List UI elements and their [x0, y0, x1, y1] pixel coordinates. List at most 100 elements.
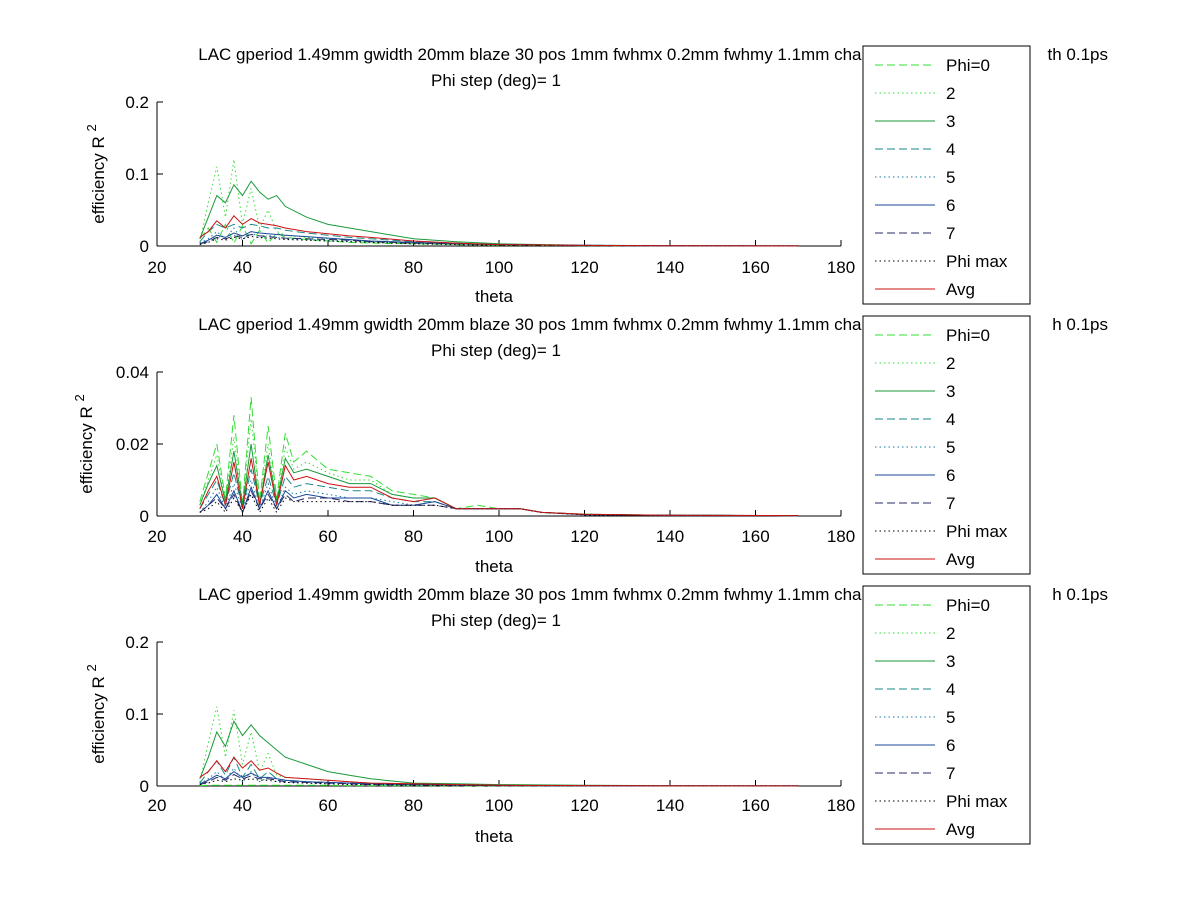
x-tick-label: 140 — [656, 527, 684, 546]
series-line-4 — [199, 223, 799, 247]
legend-entry: Phi=0 — [946, 326, 990, 345]
x-tick-label: 160 — [741, 258, 769, 277]
x-tick-label: 180 — [827, 258, 855, 277]
legend-entry: 2 — [946, 84, 955, 103]
legend-entry: 5 — [946, 708, 955, 727]
legend: Phi=0 2 3 4 5 6 7 Phi max Avg — [862, 585, 1031, 845]
series-line-9 — [199, 756, 799, 787]
chart-title: LAC gperiod 1.49mm gwidth 20mm blaze 30 … — [198, 315, 909, 334]
legend-entry: Avg — [946, 550, 975, 569]
series-line-9 — [199, 458, 799, 517]
legend-entry: 4 — [946, 680, 955, 699]
x-tick-label: 140 — [656, 796, 684, 815]
x-tick-label: 80 — [404, 258, 423, 277]
y-tick-label: 0.1 — [125, 705, 149, 724]
legend-entry: 2 — [946, 624, 955, 643]
legend-entry: 7 — [946, 764, 955, 783]
legend-entry: 5 — [946, 168, 955, 187]
legend-entry: Avg — [946, 820, 975, 839]
x-axis-label: theta — [475, 287, 513, 306]
series-line-1 — [199, 223, 799, 247]
legend-entry: 3 — [946, 382, 955, 401]
legend-box — [862, 45, 1031, 305]
x-tick-label: 100 — [485, 796, 513, 815]
x-tick-label: 180 — [827, 527, 855, 546]
legend-entry: Avg — [946, 280, 975, 299]
legend-box — [862, 585, 1031, 845]
subplot-1: LAC gperiod 1.49mm gwidth 20mm blaze 30 … — [84, 45, 1108, 306]
y-axis-label-superscript: 2 — [84, 664, 99, 671]
legend-entry: 4 — [946, 410, 955, 429]
chart-title-tail: th 0.1ps — [1048, 45, 1109, 64]
chart-title-tail: h 0.1ps — [1052, 315, 1108, 334]
series-line-7 — [199, 233, 799, 247]
legend-entry: 5 — [946, 438, 955, 457]
x-tick-label: 20 — [148, 527, 167, 546]
chart-subtitle: Phi step (deg)= 1 — [431, 71, 561, 90]
legend-box — [862, 315, 1031, 575]
legend-entry: 4 — [946, 140, 955, 159]
y-tick-label: 0.2 — [125, 633, 149, 652]
legend-entry: 2 — [946, 354, 955, 373]
legend-entry: 6 — [946, 736, 955, 755]
legend-entry: Phi=0 — [946, 596, 990, 615]
legend-entry: 6 — [946, 466, 955, 485]
y-axis-label: efficiency R 2 — [84, 124, 108, 224]
x-tick-label: 40 — [233, 527, 252, 546]
legend-entry: 3 — [946, 112, 955, 131]
x-tick-label: 60 — [319, 527, 338, 546]
series-line-2 — [199, 706, 799, 787]
x-tick-label: 80 — [404, 796, 423, 815]
y-tick-label: 0.1 — [125, 165, 149, 184]
x-tick-label: 100 — [485, 527, 513, 546]
chart-title: LAC gperiod 1.49mm gwidth 20mm blaze 30 … — [198, 585, 909, 604]
legend-entry: 6 — [946, 196, 955, 215]
x-tick-label: 120 — [570, 258, 598, 277]
x-tick-label: 20 — [148, 796, 167, 815]
y-tick-label: 0.04 — [116, 363, 149, 382]
subplot-2: LAC gperiod 1.49mm gwidth 20mm blaze 30 … — [72, 315, 1108, 576]
legend-entry: Phi max — [946, 252, 1008, 271]
chart-title-tail: h 0.1ps — [1052, 585, 1108, 604]
x-axis-label: theta — [475, 827, 513, 846]
series-line-3 — [199, 443, 799, 517]
subplot-3: LAC gperiod 1.49mm gwidth 20mm blaze 30 … — [84, 585, 1108, 846]
y-axis-label-superscript: 2 — [72, 394, 87, 401]
chart-subtitle: Phi step (deg)= 1 — [431, 611, 561, 630]
y-axis-label: efficiency R 2 — [72, 394, 96, 494]
series-line-9 — [199, 215, 799, 247]
x-tick-label: 60 — [319, 796, 338, 815]
x-tick-label: 80 — [404, 527, 423, 546]
x-tick-label: 140 — [656, 258, 684, 277]
x-tick-label: 160 — [741, 527, 769, 546]
chart-title: LAC gperiod 1.49mm gwidth 20mm blaze 30 … — [198, 45, 909, 64]
legend-entry: 3 — [946, 652, 955, 671]
y-tick-label: 0.2 — [125, 93, 149, 112]
y-tick-label: 0 — [140, 237, 149, 256]
legend: Phi=0 2 3 4 5 6 7 Phi max Avg — [862, 315, 1031, 575]
x-tick-label: 160 — [741, 796, 769, 815]
x-tick-label: 120 — [570, 527, 598, 546]
series-line-1 — [199, 784, 799, 787]
y-axis-label: efficiency R 2 — [84, 664, 108, 764]
x-tick-label: 180 — [827, 796, 855, 815]
y-axis-label-superscript: 2 — [84, 124, 99, 131]
x-tick-label: 60 — [319, 258, 338, 277]
x-tick-label: 40 — [233, 258, 252, 277]
series-line-5 — [199, 227, 799, 247]
legend-entry: Phi=0 — [946, 56, 990, 75]
chart-subtitle: Phi step (deg)= 1 — [431, 341, 561, 360]
y-tick-label: 0.02 — [116, 435, 149, 454]
x-tick-label: 100 — [485, 258, 513, 277]
x-tick-label: 20 — [148, 258, 167, 277]
x-tick-label: 120 — [570, 796, 598, 815]
series-line-5 — [199, 767, 799, 787]
x-tick-label: 40 — [233, 796, 252, 815]
series-line-2 — [199, 159, 799, 247]
legend-entry: Phi max — [946, 792, 1008, 811]
legend-entry: 7 — [946, 224, 955, 243]
legend-entry: 7 — [946, 494, 955, 513]
y-tick-label: 0 — [140, 507, 149, 526]
series-line-3 — [199, 720, 799, 787]
